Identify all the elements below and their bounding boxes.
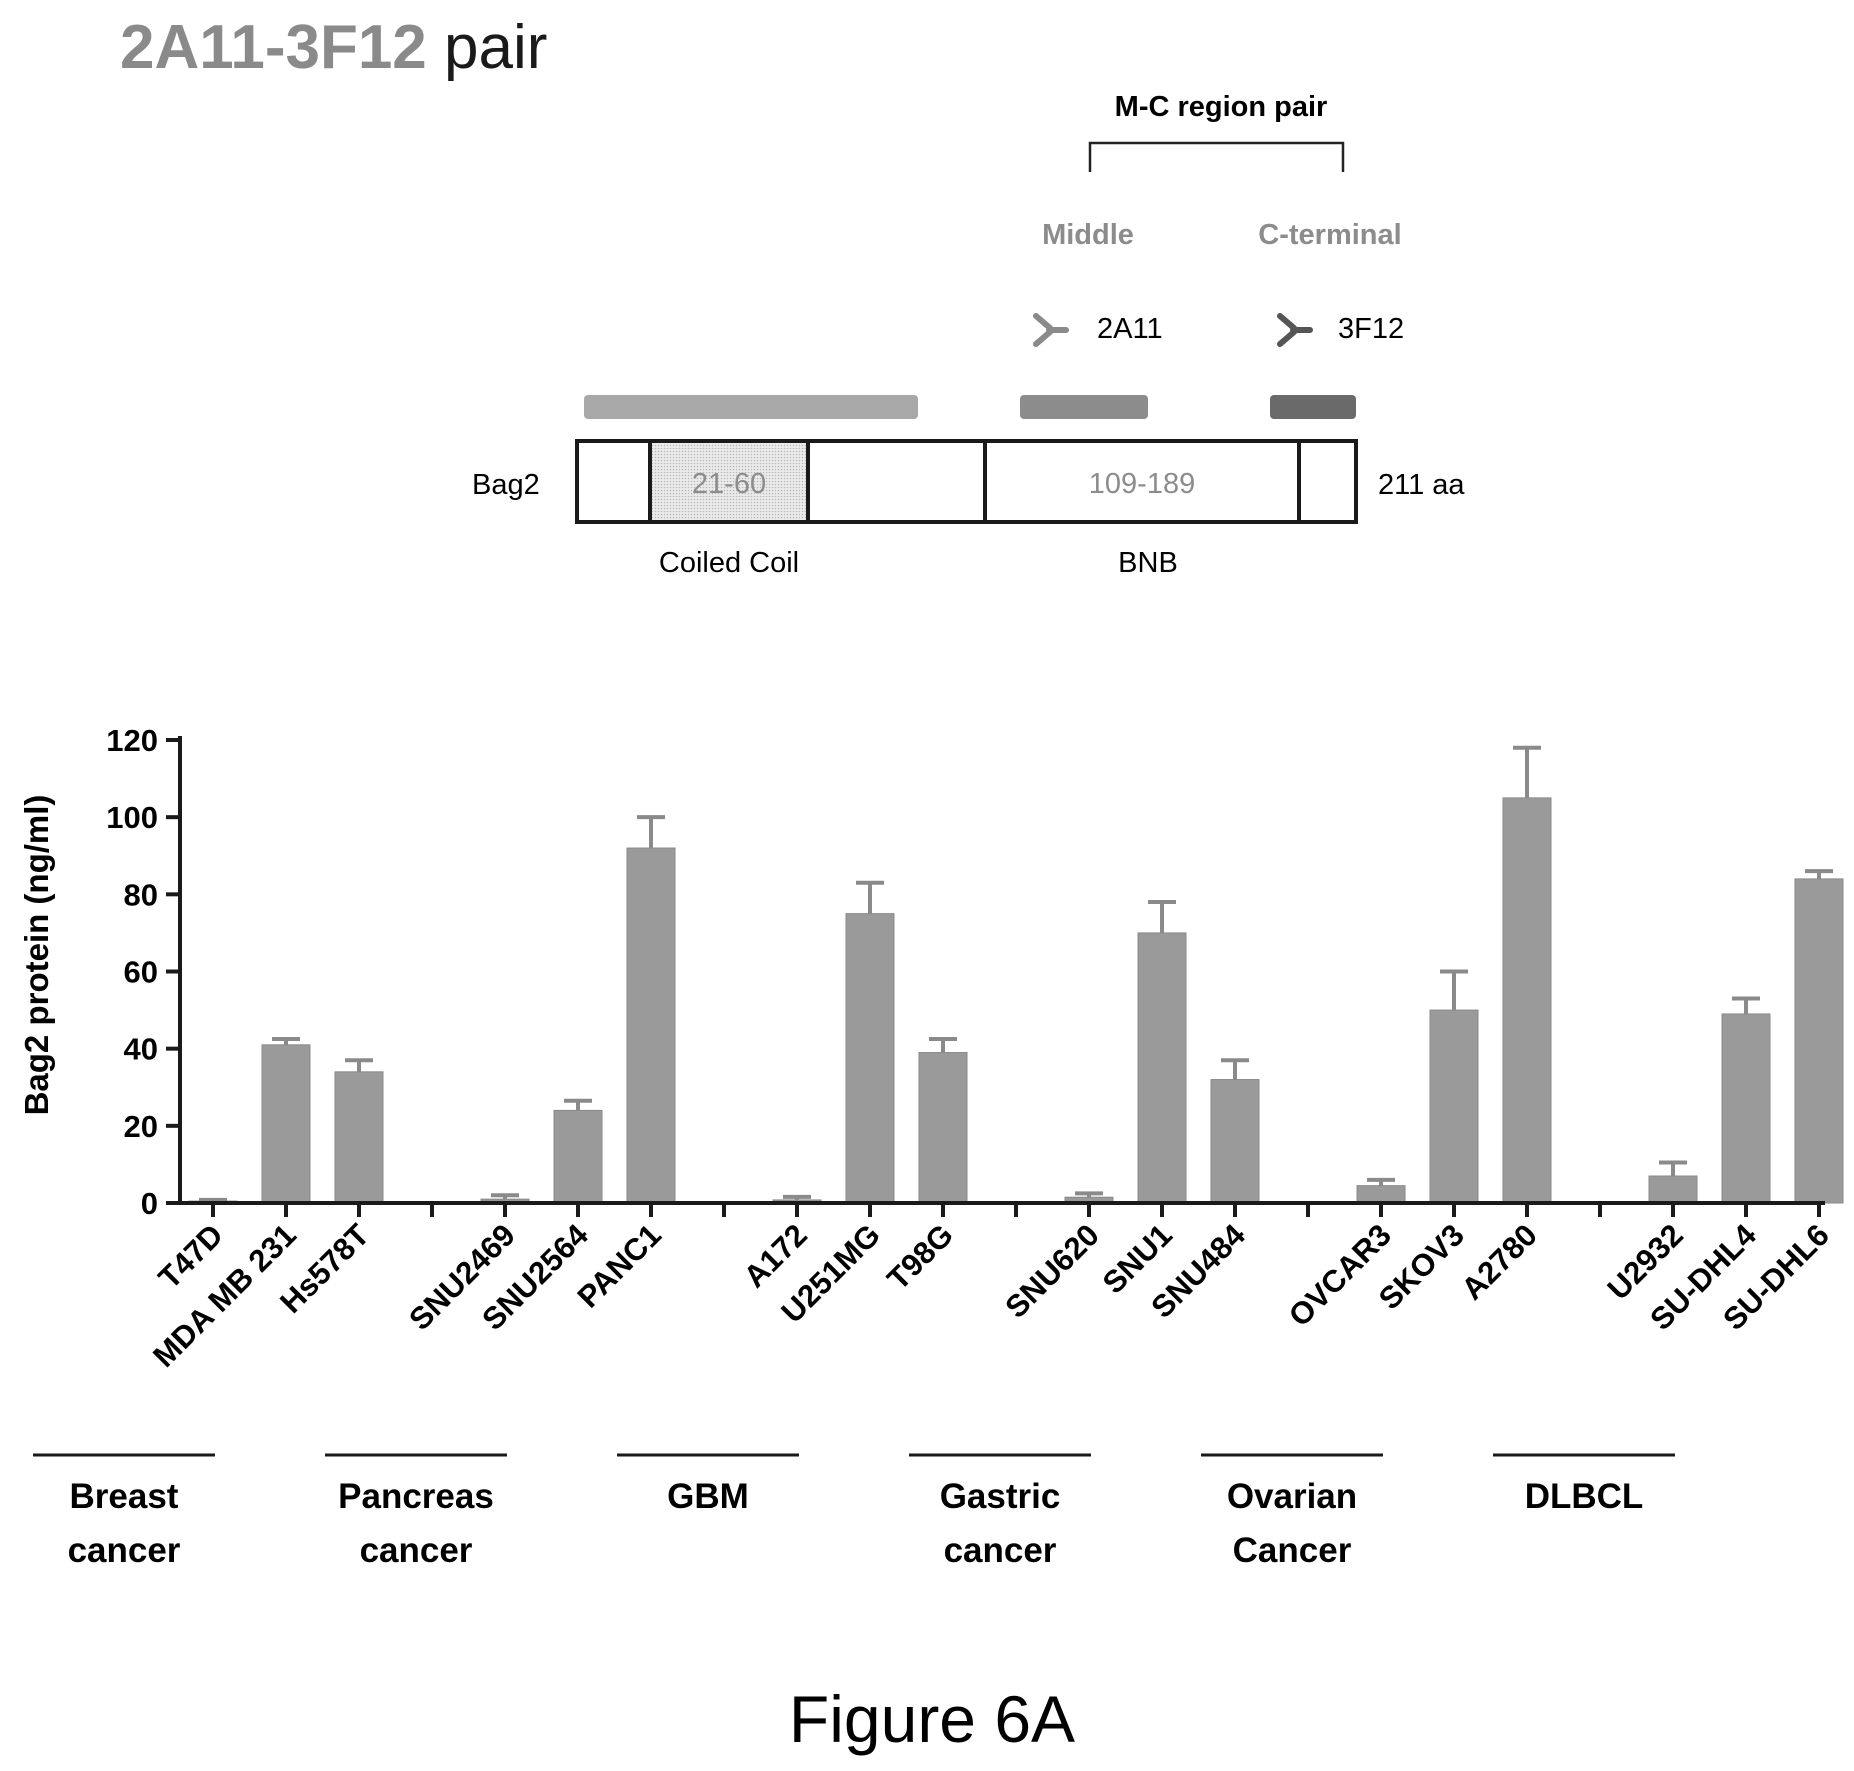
bar xyxy=(626,847,676,1204)
region-pair-label: M-C region pair xyxy=(1115,91,1328,123)
cterminal-label: C-terminal xyxy=(1258,219,1401,251)
title-part3: pair xyxy=(427,13,548,82)
group-label-line1: Gastric xyxy=(940,1477,1061,1516)
bar-chart: Bag2 protein (ng/ml) 020406080100120T47D… xyxy=(18,723,1844,1570)
bar xyxy=(845,913,895,1204)
protein-length: 211 aa xyxy=(1378,469,1465,501)
group-label-line2: Cancer xyxy=(1233,1531,1352,1570)
antibody-3f12-label: 3F12 xyxy=(1338,313,1404,345)
group-label-line2: cancer xyxy=(944,1531,1057,1570)
protein-name: Bag2 xyxy=(472,469,540,501)
bar xyxy=(1429,1009,1479,1204)
group-label-line1: Breast xyxy=(70,1477,179,1516)
y-tick-label: 60 xyxy=(124,955,158,990)
y-tick-label: 40 xyxy=(124,1032,158,1067)
group-label-line1: Pancreas xyxy=(338,1477,494,1516)
bar xyxy=(1794,878,1844,1204)
coiled-coil-range: 21-60 xyxy=(692,468,766,500)
epitope-bar-nterm xyxy=(584,395,918,419)
epitope-bar-cterm xyxy=(1270,395,1356,419)
group-label-line1: GBM xyxy=(667,1477,749,1516)
bnb-name: BNB xyxy=(1118,547,1178,579)
coiled-coil-domain xyxy=(648,439,810,524)
bar xyxy=(1356,1185,1406,1204)
epitope-bar-middle xyxy=(1020,395,1148,419)
y-axis-label: Bag2 protein (ng/ml) xyxy=(18,795,55,1116)
bar xyxy=(261,1044,311,1204)
bar xyxy=(553,1109,603,1204)
bar xyxy=(918,1052,968,1204)
bar xyxy=(1137,932,1187,1204)
bar xyxy=(1210,1079,1260,1204)
y-tick-label: 20 xyxy=(124,1109,158,1144)
x-tick-label: A2780 xyxy=(1455,1217,1544,1306)
group-label-line2: cancer xyxy=(68,1531,181,1570)
protein-schematic: M-C region pair Middle C-terminal 2A11 3… xyxy=(472,91,1465,579)
bar xyxy=(1721,1013,1771,1204)
bnb-domain xyxy=(983,439,1301,524)
figure-title: 2A11-3F12 pair xyxy=(120,13,547,82)
y-tick-label: 100 xyxy=(106,800,158,835)
title-part1: 2A11 xyxy=(120,13,265,82)
bar xyxy=(334,1071,384,1204)
x-tick-label: SNU620 xyxy=(998,1217,1106,1325)
bar xyxy=(1502,797,1552,1204)
title-dash: - xyxy=(265,13,286,82)
coiled-coil-name: Coiled Coil xyxy=(659,547,799,579)
antibody-3f12-icon xyxy=(1277,313,1313,347)
middle-label: Middle xyxy=(1042,219,1134,251)
x-tick-label: OVCAR3 xyxy=(1282,1217,1398,1333)
x-tick-label: PANC1 xyxy=(571,1217,668,1314)
group-label-line1: DLBCL xyxy=(1525,1477,1644,1516)
y-tick-label: 0 xyxy=(141,1186,158,1221)
group-label-line2: cancer xyxy=(360,1531,473,1570)
region-pair-bracket xyxy=(1088,141,1345,172)
y-tick-label: 80 xyxy=(124,877,158,912)
title-part2: 3F12 xyxy=(285,13,426,82)
y-tick-label: 120 xyxy=(106,723,158,758)
group-label-line1: Ovarian xyxy=(1227,1477,1357,1516)
antibody-2a11-label: 2A11 xyxy=(1097,313,1163,345)
bnb-range: 109-189 xyxy=(1089,468,1195,500)
x-tick-label: T98G xyxy=(880,1217,960,1297)
antibody-2a11-icon xyxy=(1033,313,1069,347)
bar xyxy=(1648,1175,1698,1204)
figure-label: Figure 6A xyxy=(789,1682,1075,1756)
